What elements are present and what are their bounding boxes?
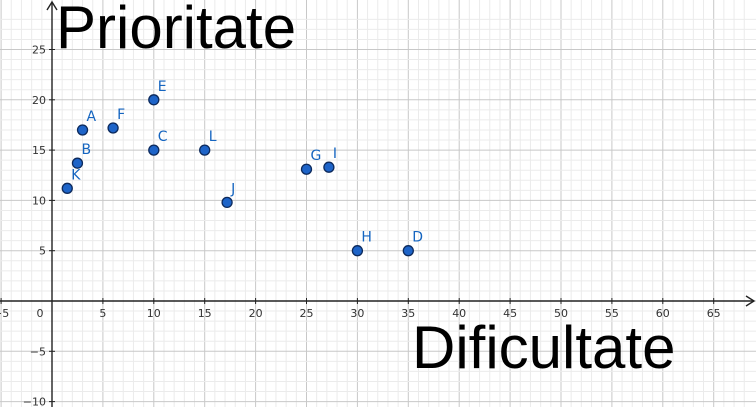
point-label-c: C: [158, 129, 168, 145]
point-l: [199, 144, 211, 156]
origin-label: 0: [37, 307, 44, 320]
y-tick-label: −5: [30, 345, 46, 358]
point-label-d: D: [412, 230, 423, 246]
point-label-e: E: [158, 79, 167, 95]
x-tick-label: 65: [707, 307, 721, 320]
tick-labels: −5 5 10 15 20 25 30 35 40 45 50 55 60 65 −10 −5 5 10 15 20 2…: [0, 44, 721, 407]
point-c: [148, 144, 160, 156]
point-d: [402, 245, 414, 257]
x-tick-label: −5: [0, 307, 9, 320]
x-axis-arrow-icon: [745, 295, 756, 307]
point-label-g: G: [311, 148, 322, 164]
point-a: [76, 124, 89, 136]
y-axis-label: Prioritate: [56, 0, 296, 61]
x-tick-label: 50: [554, 307, 568, 320]
x-tick-label: 15: [198, 307, 212, 320]
x-axis-label: Dificultate: [412, 314, 675, 381]
point-g: [300, 163, 313, 175]
y-tick-label: 5: [39, 245, 46, 258]
point-k: [61, 182, 73, 194]
x-tick-label: 45: [503, 307, 517, 320]
point-label-h: H: [361, 230, 372, 246]
x-tick-label: 25: [300, 307, 314, 320]
x-tick-label: 20: [249, 307, 263, 320]
x-tick-label: 30: [350, 307, 364, 320]
point-e: [148, 94, 160, 106]
x-tick-label: 10: [147, 307, 161, 320]
x-tick-label: 35: [401, 307, 415, 320]
point-i: [323, 161, 335, 173]
y-tick-label: 25: [32, 44, 46, 57]
point-label-l: L: [209, 129, 217, 145]
y-tick-label: 20: [32, 94, 46, 107]
point-label-i: I: [333, 146, 337, 162]
x-tick-label: 55: [605, 307, 619, 320]
point-f: [107, 122, 119, 134]
point-j: [221, 196, 233, 209]
point-label-j: J: [230, 181, 235, 197]
x-tick-label: 5: [99, 307, 106, 320]
point-label-a: A: [87, 109, 97, 125]
x-tick-label: 60: [656, 307, 670, 320]
point-h: [351, 245, 364, 257]
y-tick-label: 15: [32, 144, 46, 157]
point-label-f: F: [117, 107, 125, 123]
x-tick-label: 40: [452, 307, 466, 320]
point-label-b: B: [81, 142, 91, 158]
point-b: [71, 157, 84, 169]
point-label-k: K: [71, 167, 81, 183]
y-tick-label: −10: [23, 396, 46, 407]
data-points: A B C D E F G H I J K L: [61, 79, 423, 257]
y-axis-arrow-icon: [46, 0, 58, 11]
y-tick-label: 10: [32, 194, 46, 207]
